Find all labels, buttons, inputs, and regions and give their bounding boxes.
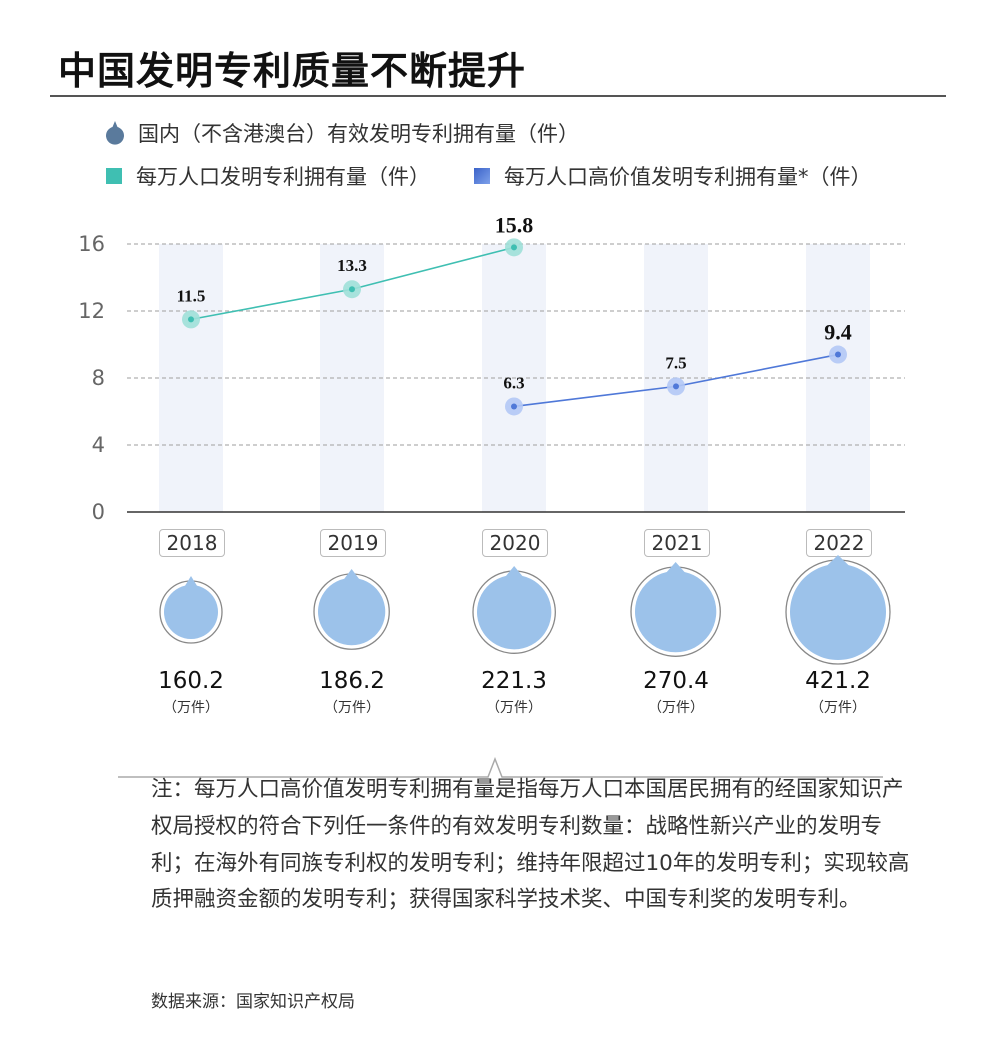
y-tick-label: 4: [92, 433, 105, 457]
legend-item-high-value: 每万人口高价值发明专利拥有量*（件）: [474, 161, 872, 191]
line-chart: 0 4 8 12 16 11.5 13.3 15.8 6.3 7.5 9.4: [78, 212, 905, 524]
total-bubble-2019: [313, 569, 391, 651]
y-tick-label: 16: [78, 232, 105, 256]
total-value-2022: 421.2: [805, 668, 871, 694]
data-point-high-value: [835, 351, 841, 358]
total-unit-2020: （万件）: [486, 700, 542, 716]
total-bubble-2022: [785, 555, 891, 665]
data-label-per-capita: 11.5: [177, 286, 206, 305]
y-tick-label: 12: [78, 299, 105, 323]
legend-item-total: 国内（不含港澳台）有效发明专利拥有量（件）: [104, 118, 579, 148]
total-bubble-2018: [159, 576, 223, 644]
data-point-per-capita: [188, 316, 194, 323]
legend-item-per-capita: 每万人口发明专利拥有量（件）: [106, 161, 430, 191]
y-tick-label: 8: [92, 366, 105, 390]
data-label-high-value: 7.5: [665, 353, 686, 372]
legend-swatch-high-value: [474, 168, 490, 184]
data-point-per-capita: [511, 244, 517, 251]
total-bubble-2020: [472, 565, 556, 654]
chart-title: 中国发明专利质量不断提升: [58, 49, 527, 93]
year-label-2022: 2022: [806, 529, 872, 557]
total-unit-2022: （万件）: [810, 700, 866, 716]
footnote: 注：每万人口高价值发明专利拥有量是指每万人口本国居民拥有的经国家知识产权局授权的…: [151, 777, 910, 913]
data-label-per-capita: 15.8: [495, 212, 534, 237]
legend-label-per-capita: 每万人口发明专利拥有量（件）: [136, 165, 430, 189]
data-label-per-capita: 13.3: [337, 256, 367, 275]
total-unit-2019: （万件）: [324, 700, 380, 716]
legend-label-high-value: 每万人口高价值发明专利拥有量*（件）: [504, 165, 872, 189]
drop-icon: [106, 121, 124, 145]
total-value-2018: 160.2: [158, 668, 224, 694]
title-divider: [50, 95, 946, 97]
total-bubble-2021: [630, 562, 722, 658]
total-value-2020: 221.3: [481, 668, 547, 694]
year-label-2021: 2021: [644, 529, 710, 557]
legend-label-total: 国内（不含港澳台）有效发明专利拥有量（件）: [138, 122, 579, 146]
note-divider: [118, 757, 883, 778]
data-point-high-value: [511, 403, 517, 410]
year-label-2018: 2018: [159, 529, 225, 557]
data-label-high-value: 9.4: [824, 320, 852, 345]
total-unit-2018: （万件）: [163, 700, 219, 716]
total-unit-2021: （万件）: [648, 700, 704, 716]
total-value-2019: 186.2: [319, 668, 385, 694]
legend-swatch-per-capita: [106, 168, 122, 184]
y-tick-label: 0: [92, 500, 105, 524]
year-label-2020: 2020: [482, 529, 548, 557]
data-point-high-value: [673, 383, 679, 390]
total-value-2021: 270.4: [643, 668, 709, 694]
year-label-2019: 2019: [320, 529, 386, 557]
source-label: 数据来源：国家知识产权局: [151, 992, 355, 1012]
data-point-per-capita: [349, 286, 355, 293]
data-label-high-value: 6.3: [503, 373, 524, 392]
